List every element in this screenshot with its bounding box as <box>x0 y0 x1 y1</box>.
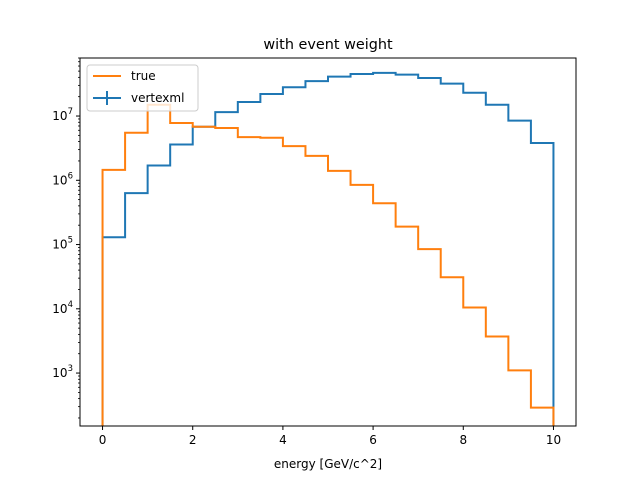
legend-label-true: true <box>131 69 156 83</box>
y-tick-label: 106 <box>52 171 73 187</box>
series-true-step <box>101 103 555 426</box>
x-tick-label: 2 <box>189 433 197 447</box>
y-tick-label: 105 <box>52 236 73 252</box>
legend-label-vertexml: vertexml <box>131 91 184 105</box>
series-vertexml-step <box>101 71 555 426</box>
y-tick-label: 107 <box>52 107 73 123</box>
series-layer <box>101 71 555 426</box>
x-tick-label: 8 <box>459 433 467 447</box>
y-tick-label: 104 <box>52 300 73 316</box>
chart-title: with event weight <box>263 37 393 53</box>
x-axis: 0 2 4 6 8 10 <box>99 426 561 447</box>
x-tick-label: 10 <box>546 433 561 447</box>
y-tick-label: 103 <box>52 364 73 380</box>
y-axis: 103 104 105 106 107 <box>52 57 80 419</box>
legend: true vertexml <box>86 64 199 112</box>
legend-marker-vertexml <box>93 91 121 105</box>
x-tick-label: 0 <box>99 433 107 447</box>
x-tick-label: 4 <box>279 433 287 447</box>
x-axis-label: energy [GeV/c^2] <box>274 457 382 471</box>
x-tick-label: 6 <box>369 433 377 447</box>
plot-frame <box>79 57 577 427</box>
